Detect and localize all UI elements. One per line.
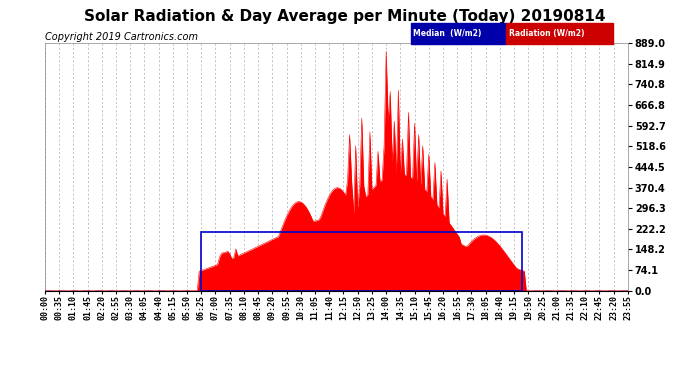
Text: Copyright 2019 Cartronics.com: Copyright 2019 Cartronics.com	[45, 32, 198, 42]
Bar	[201, 232, 522, 291]
Text: Median  (W/m2): Median (W/m2)	[413, 29, 482, 38]
Text: Solar Radiation & Day Average per Minute (Today) 20190814: Solar Radiation & Day Average per Minute…	[84, 9, 606, 24]
Text: Radiation (W/m2): Radiation (W/m2)	[509, 29, 584, 38]
